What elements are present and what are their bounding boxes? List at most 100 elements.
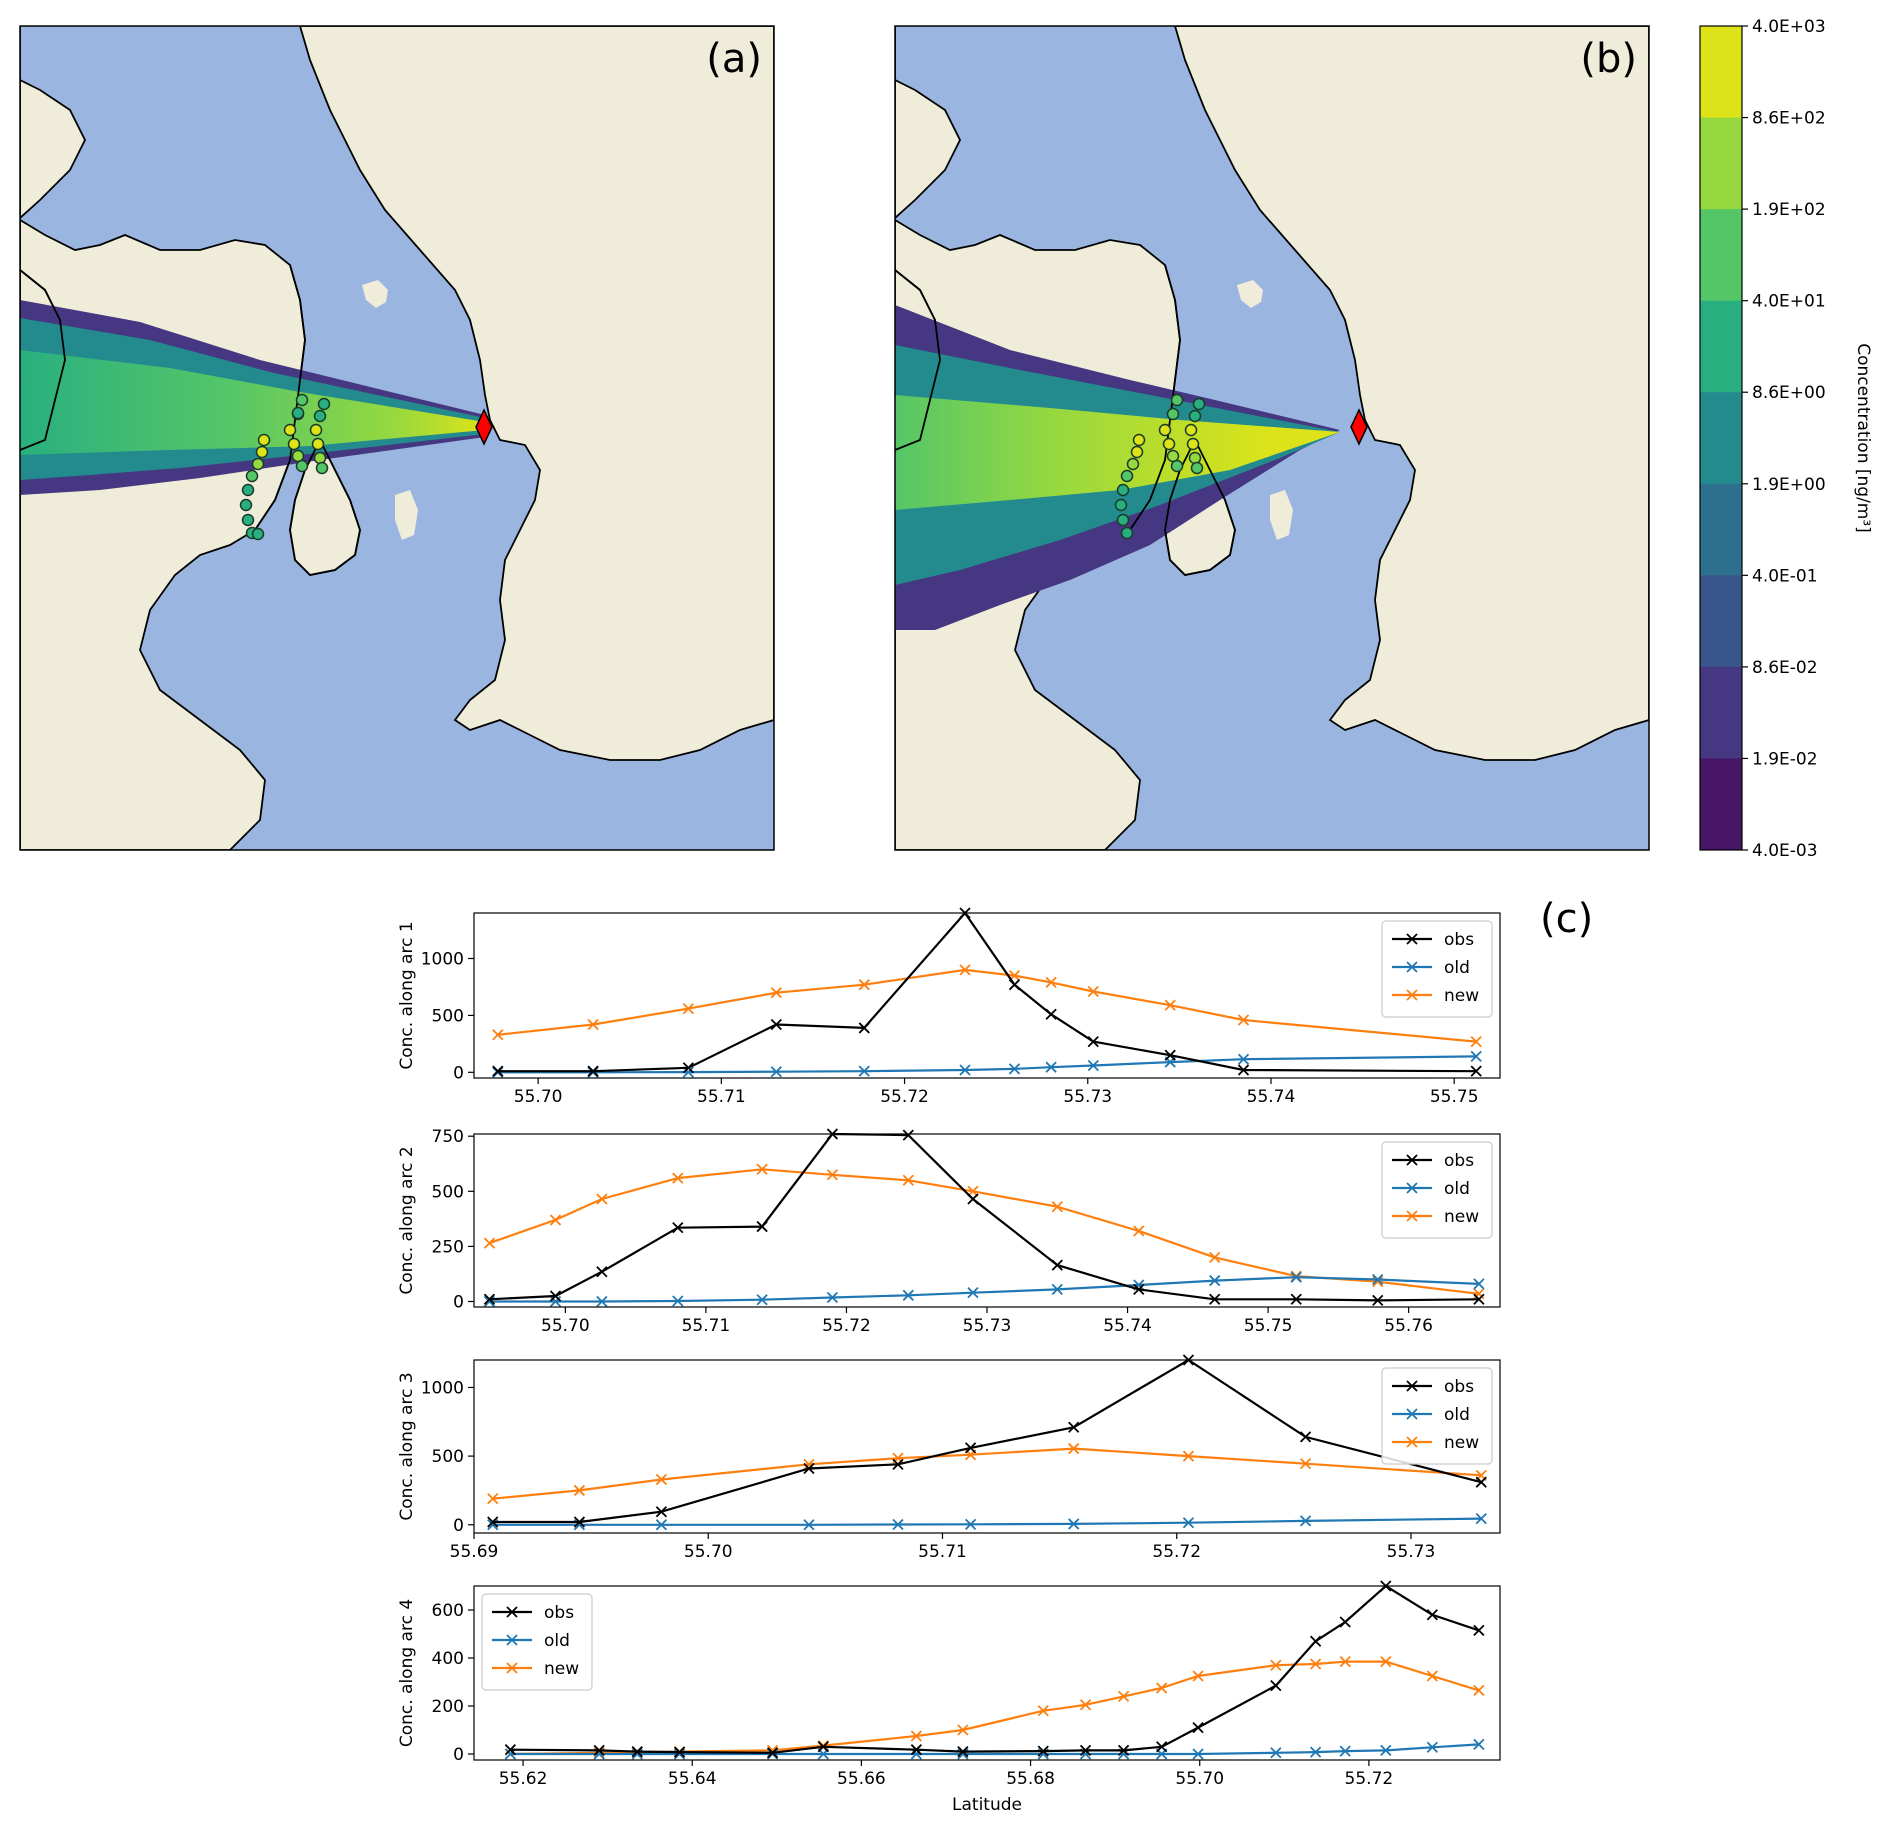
data-point-new	[1209, 1251, 1221, 1264]
data-point-new	[1237, 1014, 1250, 1026]
legend-label-new: new	[544, 1659, 579, 1679]
data-point-obs	[1051, 1259, 1063, 1271]
data-point-old	[858, 1065, 870, 1077]
data-point-old	[1192, 1748, 1204, 1760]
colorbar-tick-label: 1.9E+00	[1752, 475, 1826, 495]
legend-label-old: old	[544, 1631, 570, 1651]
observation-arcs-a	[239, 393, 331, 541]
data-point-old	[1309, 1746, 1322, 1758]
data-point-obs	[1156, 1741, 1168, 1753]
data-point-obs	[1209, 1293, 1221, 1305]
colorbar-segment	[1700, 300, 1742, 393]
data-point-new	[1426, 1670, 1438, 1682]
data-point-old	[596, 1295, 608, 1308]
data-point-obs	[673, 1746, 686, 1758]
plume-inner-b	[895, 395, 1340, 510]
x-axis-label: Latitude	[952, 1795, 1022, 1815]
data-point-new	[1037, 1705, 1049, 1717]
y-tick-label: 1000	[421, 950, 464, 970]
data-point-new	[483, 1237, 496, 1249]
plume-inner-a	[20, 350, 485, 455]
data-point-obs	[1192, 1721, 1204, 1734]
data-point-old	[1209, 1274, 1221, 1287]
legend-label-new: new	[1444, 1207, 1479, 1227]
x-tick-label: 55.62	[499, 1769, 548, 1789]
panel-label-b: (b)	[1580, 36, 1637, 82]
legend-marker-new	[1406, 989, 1418, 1001]
data-point-obs	[487, 1516, 499, 1528]
data-point-obs	[858, 1022, 870, 1034]
data-point-old	[1068, 1518, 1080, 1530]
data-point-obs	[1133, 1283, 1145, 1296]
data-point-new	[549, 1214, 562, 1226]
data-point-old	[1470, 1050, 1482, 1063]
data-point-old	[959, 1064, 971, 1076]
data-point-new	[1299, 1458, 1312, 1470]
legend-label-obs: obs	[1444, 930, 1474, 950]
data-point-new	[682, 1002, 694, 1015]
data-point-obs	[1087, 1035, 1099, 1048]
data-point-new	[1473, 1684, 1485, 1697]
land-northeast	[299, 26, 774, 761]
data-point-new	[910, 1730, 923, 1742]
colorbar-segment	[1700, 209, 1742, 302]
data-point-old	[1237, 1053, 1250, 1065]
legend-marker-obs	[1406, 1154, 1418, 1166]
y-tick-label: 600	[432, 1601, 464, 1621]
x-tick-label: 55.73	[1063, 1087, 1112, 1107]
series-line-obs	[492, 1358, 1482, 1524]
series-line-obs	[497, 911, 1477, 1073]
legend-marker-new	[1406, 1436, 1418, 1448]
colorbar-tick-label: 8.6E+00	[1752, 383, 1826, 403]
x-tick-label: 55.71	[682, 1316, 731, 1336]
legend-marker-obs	[506, 1606, 518, 1618]
data-point-old	[967, 1287, 979, 1299]
panel-label-a: (a)	[706, 36, 762, 82]
data-point-obs	[1045, 1008, 1057, 1020]
x-tick-label: 55.70	[684, 1542, 733, 1562]
data-point-old	[1290, 1271, 1302, 1283]
line-chart-arc-4: 55.62 55.64 55.66 55.68 55.70 55.72 0 200 400 600…	[397, 1580, 1501, 1815]
data-point-obs	[1473, 1293, 1485, 1305]
data-point-obs	[483, 1293, 496, 1305]
data-point-old	[1045, 1061, 1057, 1073]
data-point-old	[672, 1295, 684, 1307]
data-point-new	[1156, 1682, 1168, 1694]
data-point-obs	[1117, 1744, 1130, 1757]
land-islet-south	[395, 490, 418, 540]
data-point-obs	[1079, 1744, 1092, 1757]
line-plots-panel-c: 55.70 55.71 55.72 55.73 55.74 55.7505001000Co…	[397, 907, 1501, 1815]
data-point-old	[1182, 1517, 1195, 1529]
y-tick-label: 400	[432, 1649, 464, 1669]
map-a-geography	[20, 26, 774, 850]
legend-marker-obs	[1406, 933, 1418, 945]
x-tick-label: 55.74	[1103, 1316, 1152, 1336]
plot-frame	[473, 1359, 1501, 1534]
plot-area	[474, 1586, 1500, 1760]
data-point-old	[1339, 1745, 1351, 1757]
data-point-obs	[1475, 1476, 1487, 1488]
data-point-obs	[770, 1018, 782, 1031]
data-point-new	[1133, 1225, 1145, 1237]
data-point-obs	[1164, 1049, 1176, 1061]
data-point-old	[1473, 1738, 1485, 1751]
data-point-obs	[1299, 1431, 1312, 1443]
colorbar-tick-label: 4.0E+01	[1752, 292, 1826, 312]
y-tick-label: 500	[432, 1182, 464, 1202]
data-point-new	[1182, 1450, 1195, 1462]
data-point-new	[1270, 1659, 1282, 1671]
legend-marker-old	[1406, 961, 1418, 973]
plot-frame	[473, 912, 1501, 1079]
data-point-old	[655, 1519, 668, 1531]
data-point-new	[1079, 1699, 1092, 1711]
land-northwest	[895, 26, 962, 220]
land-northeast	[1174, 26, 1649, 761]
line-chart-arc-1: 55.70 55.71 55.72 55.73 55.74 55.75 0 500 1000Co…	[397, 907, 1501, 1107]
data-point-obs	[1037, 1745, 1049, 1757]
y-tick-label: 200	[432, 1697, 464, 1717]
y-axis-label: Conc. along arc 4	[397, 1599, 417, 1747]
data-point-old	[803, 1519, 815, 1531]
data-point-old	[1087, 1059, 1099, 1072]
colorbar-segment	[1700, 117, 1742, 210]
x-tick-label: 55.75	[1430, 1087, 1479, 1107]
